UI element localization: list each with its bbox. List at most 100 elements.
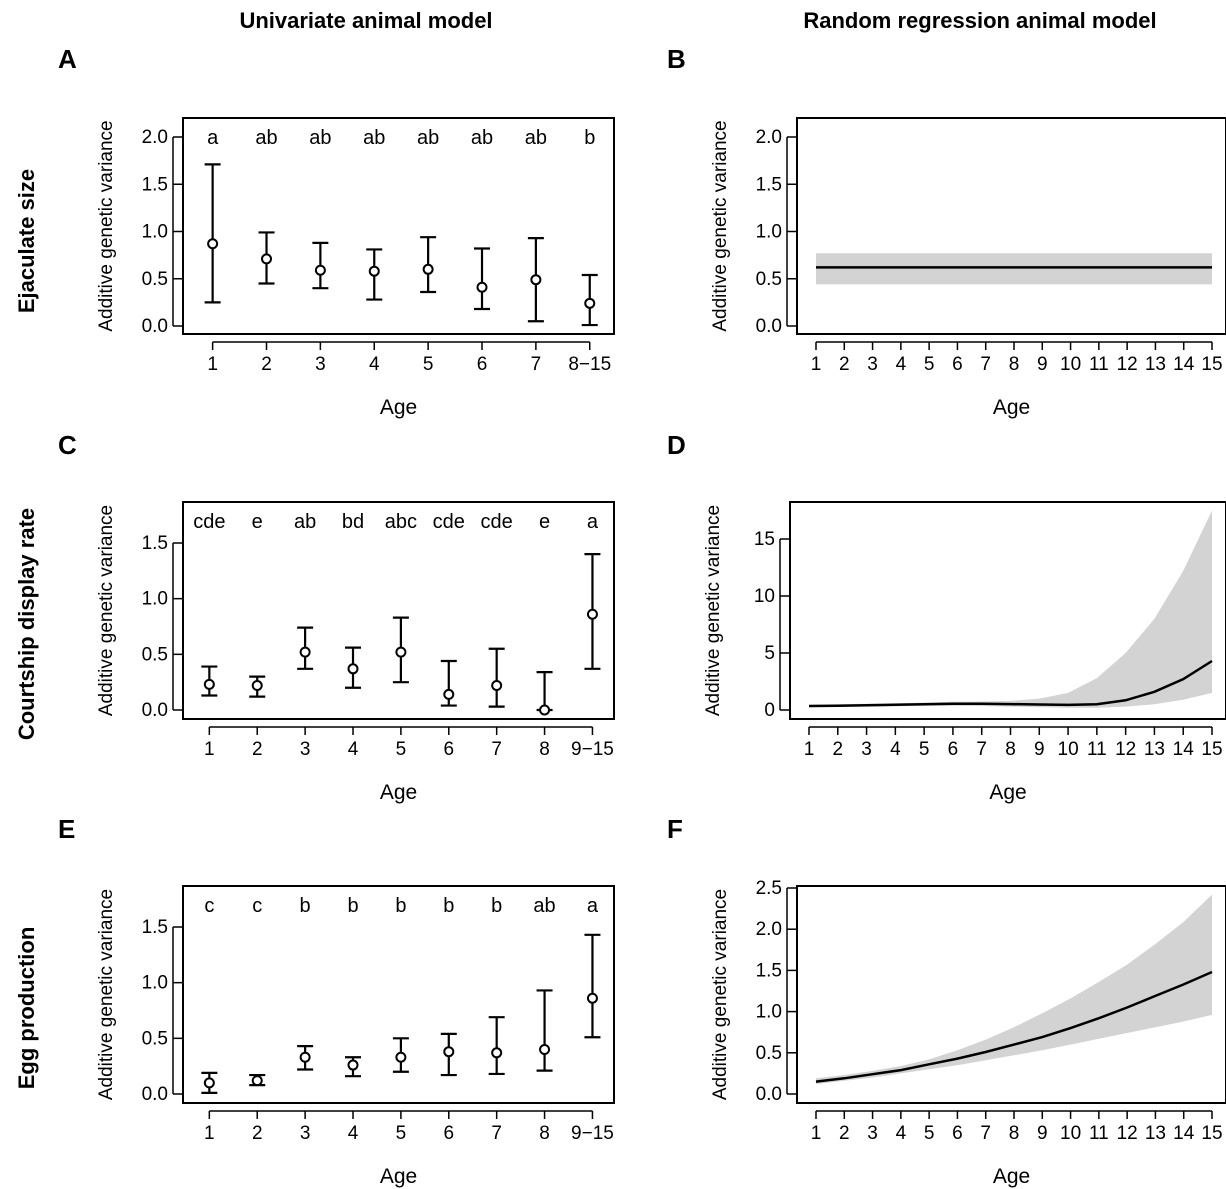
x-tick-label-d: 8 (1005, 739, 1016, 760)
x-tick-label-b: 8 (1009, 354, 1020, 375)
x-tick-label-b: 11 (1089, 354, 1109, 375)
data-point-c (443, 688, 455, 700)
y-tick-label-f: 0.5 (756, 1043, 782, 1064)
x-tick-label-a: 4 (369, 354, 380, 375)
significance-letter-e: ab (533, 895, 555, 917)
x-tick-label-f: 3 (867, 1123, 878, 1144)
significance-letter-e: a (587, 895, 599, 917)
x-axis-label-f: Age (993, 1165, 1030, 1188)
x-tick-label-d: 5 (919, 739, 930, 760)
y-tick-label-a: 1.0 (142, 222, 168, 243)
data-point-e (539, 1043, 551, 1055)
data-point-e (299, 1051, 311, 1063)
x-axis-label-d: Age (989, 781, 1026, 804)
x-tick-label-e: 1 (204, 1123, 215, 1144)
significance-letter-a: b (584, 127, 595, 149)
significance-letter-c: abc (385, 511, 417, 533)
y-tick-label-f: 2.5 (756, 878, 782, 899)
y-tick-label-f: 1.5 (756, 960, 782, 981)
data-point-e (443, 1046, 455, 1058)
significance-letter-a: ab (417, 127, 439, 149)
data-point-c (491, 680, 503, 692)
x-tick-label-d: 4 (890, 739, 901, 760)
panel-label-a: A (58, 44, 77, 74)
plot-frame-a (182, 117, 615, 335)
x-axis-label-e: Age (380, 1165, 417, 1188)
x-tick-label-f: 12 (1117, 1123, 1138, 1144)
y-tick-label-e: 1.0 (142, 973, 168, 994)
x-tick-label-a: 1 (207, 354, 218, 375)
x-tick-label-c: 4 (348, 739, 359, 760)
y-axis-label-e: Additive genetic variance (96, 889, 117, 1100)
x-axis-label-a: Age (380, 396, 417, 419)
x-tick-label-b: 15 (1201, 354, 1222, 375)
x-tick-label-f: 11 (1089, 1123, 1109, 1144)
x-tick-label-b: 12 (1117, 354, 1138, 375)
y-axis-label-d: Additive genetic variance (703, 505, 724, 716)
y-tick-label-b: 0.0 (756, 316, 782, 337)
y-tick-label-d: 5 (764, 643, 775, 664)
y-tick-label-a: 0.5 (142, 269, 168, 290)
x-tick-label-a: 8−15 (568, 354, 611, 375)
x-tick-label-a: 3 (315, 354, 326, 375)
significance-letter-a: a (207, 127, 219, 149)
significance-letter-e: b (347, 895, 358, 917)
significance-letter-a: ab (363, 127, 385, 149)
x-axis-label-b: Age (993, 396, 1030, 419)
significance-letter-e: b (491, 895, 502, 917)
x-tick-label-f: 14 (1173, 1123, 1195, 1144)
y-axis-label-c: Additive genetic variance (96, 505, 117, 716)
y-tick-label-c: 0.5 (142, 644, 168, 665)
data-point-c (299, 646, 311, 658)
data-point-c (251, 680, 263, 692)
x-tick-label-b: 13 (1145, 354, 1166, 375)
x-tick-label-b: 6 (952, 354, 963, 375)
x-tick-label-f: 4 (896, 1123, 907, 1144)
significance-letter-e: b (443, 895, 454, 917)
x-tick-label-a: 5 (423, 354, 434, 375)
significance-letter-e: c (204, 895, 214, 917)
x-tick-label-b: 9 (1037, 354, 1048, 375)
data-point-c (539, 704, 551, 716)
y-tick-label-c: 0.0 (142, 700, 168, 721)
x-tick-label-e: 4 (348, 1123, 359, 1144)
significance-letter-c: cde (433, 511, 465, 533)
panel-label-b: B (667, 44, 686, 74)
x-tick-label-b: 3 (867, 354, 878, 375)
data-point-a (422, 263, 434, 275)
x-tick-label-c: 1 (204, 739, 215, 760)
data-point-a (314, 264, 326, 276)
x-tick-label-b: 14 (1173, 354, 1195, 375)
x-tick-label-c: 8 (539, 739, 550, 760)
significance-letter-e: b (395, 895, 406, 917)
x-tick-label-c: 5 (396, 739, 407, 760)
panel-label-f: F (667, 814, 683, 844)
data-point-a (476, 281, 488, 293)
y-tick-label-a: 0.0 (142, 316, 168, 337)
y-tick-label-a: 1.5 (142, 174, 168, 195)
x-tick-label-b: 4 (896, 354, 907, 375)
significance-letter-a: ab (525, 127, 547, 149)
x-tick-label-d: 9 (1034, 739, 1045, 760)
significance-letter-c: e (539, 511, 550, 533)
x-tick-label-f: 10 (1060, 1123, 1081, 1144)
data-point-c (586, 608, 598, 620)
x-tick-label-e: 7 (491, 1123, 502, 1144)
y-tick-label-e: 0.5 (142, 1028, 168, 1049)
x-tick-label-e: 5 (396, 1123, 407, 1144)
data-point-e (251, 1075, 263, 1087)
x-tick-label-d: 14 (1173, 739, 1195, 760)
x-tick-label-c: 2 (252, 739, 263, 760)
x-tick-label-d: 1 (804, 739, 815, 760)
y-tick-label-f: 0.0 (756, 1084, 782, 1105)
mean-line-f (815, 970, 1213, 1083)
x-axis-label-c: Age (380, 781, 417, 804)
panel-label-e: E (58, 814, 75, 844)
y-tick-label-c: 1.5 (142, 533, 168, 554)
x-tick-label-b: 2 (839, 354, 850, 375)
y-tick-label-c: 1.0 (142, 589, 168, 610)
y-tick-label-a: 2.0 (142, 127, 168, 148)
significance-letter-c: ab (294, 511, 316, 533)
data-point-c (395, 646, 407, 658)
